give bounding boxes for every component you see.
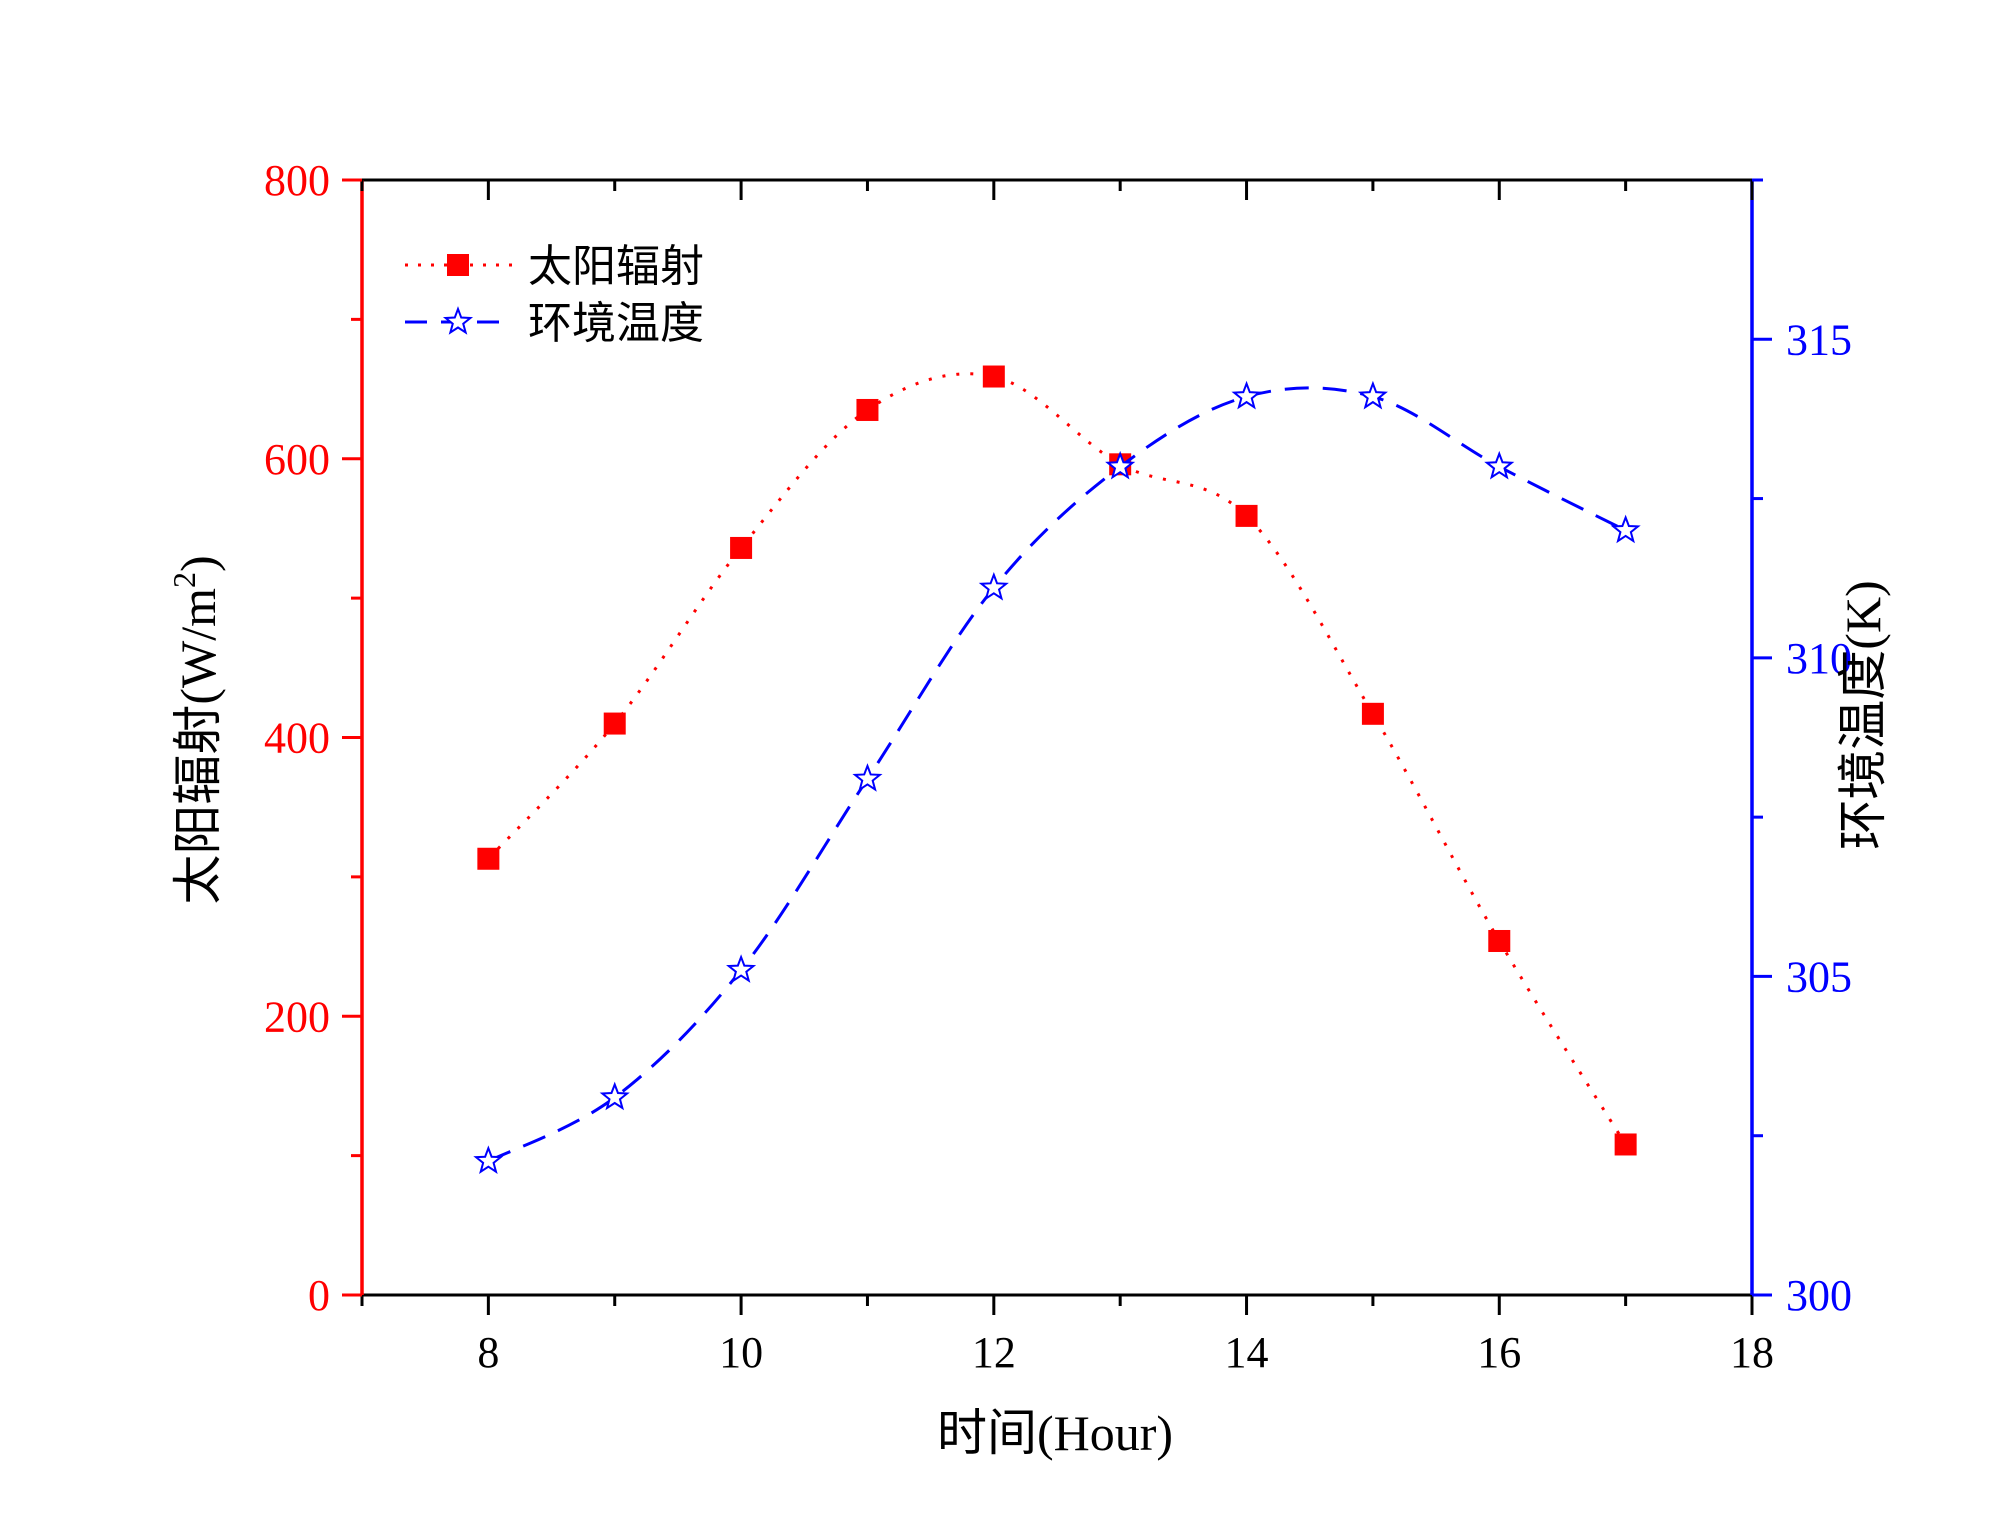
solar-radiation-point <box>477 847 500 870</box>
x-tick-label: 18 <box>1730 1328 1774 1377</box>
solar-radiation-point <box>730 536 753 559</box>
solar-radiation-point <box>856 398 879 421</box>
ambient-temperature-point <box>852 763 883 792</box>
x-axis-title: 时间(Hour) <box>937 1405 1173 1461</box>
right-y-tick-label: 300 <box>1786 1271 1852 1320</box>
x-tick-label: 14 <box>1225 1328 1269 1377</box>
solar-radiation-point <box>1361 702 1384 725</box>
right-y-tick-label: 305 <box>1786 952 1852 1001</box>
ambient-temperature-point <box>599 1081 630 1111</box>
ambient-temperature-point <box>1610 514 1641 544</box>
ambient-temperature-point <box>473 1145 504 1175</box>
axes-layer: 8 10 12 14 16 18 0 200 400 600 800 300 305 310 315 <box>264 156 1852 1377</box>
solar-radiation-point <box>1235 504 1258 527</box>
solar-radiation-line <box>487 372 1627 1146</box>
left-y-axis-title: 太阳辐射(W/m2) <box>166 555 226 904</box>
left-y-tick-label: 800 <box>264 156 330 205</box>
solar-radiation-point <box>982 365 1005 388</box>
x-tick-label: 12 <box>972 1328 1016 1377</box>
solar-radiation-point <box>1614 1133 1637 1156</box>
left-y-axis-title-tail: ) <box>170 555 226 572</box>
right-y-tick-label: 315 <box>1786 315 1852 364</box>
x-tick-label: 16 <box>1477 1328 1521 1377</box>
legend-solar-radiation-label: 太阳辐射 <box>528 242 704 291</box>
ambient-temperature-point <box>1357 380 1388 410</box>
legend-solar-radiation-marker <box>447 254 469 276</box>
solar-radiation-point <box>1488 929 1511 952</box>
right-y-axis-title: 环境温度(K) <box>1835 580 1891 849</box>
legend-ambient-temperature-marker <box>442 306 474 335</box>
left-y-axis-title-main: 太阳辐射(W/m <box>170 588 226 905</box>
ambient-temperature-point <box>1484 450 1515 480</box>
x-tick-label: 8 <box>477 1328 499 1377</box>
x-tick-label: 10 <box>719 1328 763 1377</box>
ambient-temperature-point <box>978 571 1009 601</box>
legend-ambient-temperature-label: 环境温度 <box>528 299 704 348</box>
ambient-temperature-point <box>1231 380 1262 410</box>
left-y-tick-label: 200 <box>264 992 330 1041</box>
solar-radiation-point <box>603 712 626 735</box>
series-layer <box>473 365 1641 1175</box>
right-y-tick-label: 310 <box>1786 634 1852 683</box>
ambient-temperature-point <box>1105 450 1136 480</box>
ambient-temperature-point <box>726 954 757 983</box>
ambient-temperature-line <box>487 386 1627 1163</box>
left-y-axis-title-sup: 2 <box>166 572 202 588</box>
left-y-tick-label: 600 <box>264 435 330 484</box>
left-y-tick-label: 0 <box>308 1271 330 1320</box>
left-y-tick-label: 400 <box>264 714 330 763</box>
